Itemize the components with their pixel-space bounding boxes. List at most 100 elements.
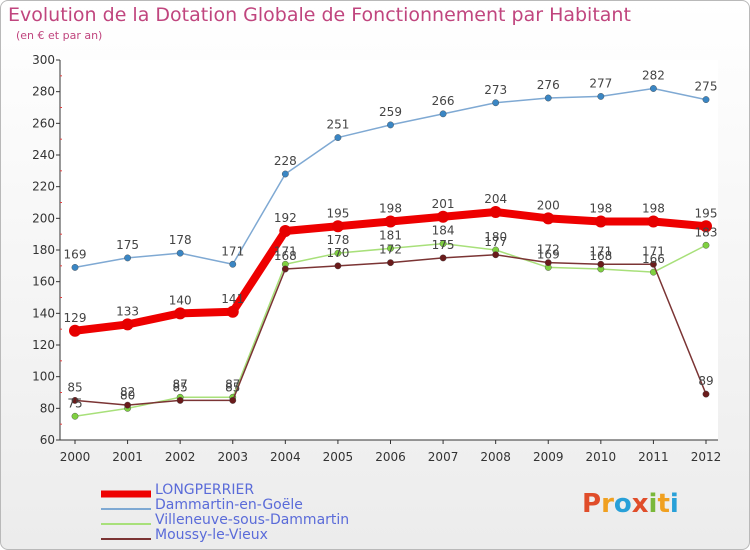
- data-label: 195: [326, 206, 349, 220]
- data-label: 168: [589, 249, 612, 263]
- data-point: [384, 215, 397, 228]
- data-label: 282: [642, 69, 665, 83]
- data-label: 141: [221, 292, 244, 306]
- data-point: [650, 260, 657, 268]
- y-tick-label: 160: [32, 275, 55, 289]
- legend-swatch-dammartin: [101, 508, 151, 510]
- x-tick-label: 2005: [323, 450, 354, 464]
- data-point: [334, 134, 342, 141]
- data-label: 175: [116, 238, 139, 252]
- logo-letter: i: [648, 489, 658, 519]
- data-point: [69, 324, 81, 337]
- data-point: [334, 262, 342, 270]
- data-label: 266: [432, 94, 455, 108]
- data-label: 198: [379, 202, 402, 216]
- y-tick-label: 220: [32, 180, 55, 194]
- data-point: [647, 215, 660, 228]
- data-label: 177: [484, 235, 507, 249]
- y-tick-label: 180: [32, 243, 55, 257]
- x-tick-label: 2007: [428, 450, 459, 464]
- data-point: [279, 225, 292, 237]
- data-point: [594, 215, 607, 228]
- y-tick-label: 280: [32, 85, 55, 99]
- logo-letter: o: [613, 489, 632, 519]
- data-label: 200: [537, 198, 560, 212]
- legend-swatch-villeneuve: [101, 523, 151, 525]
- data-point: [174, 307, 187, 320]
- data-label: 277: [589, 76, 612, 90]
- data-label: 169: [64, 247, 87, 261]
- data-label: 169: [537, 247, 560, 261]
- x-tick-label: 2008: [480, 450, 511, 464]
- data-point: [229, 260, 237, 268]
- data-label: 170: [326, 246, 349, 260]
- data-label: 183: [695, 225, 718, 239]
- data-point: [387, 121, 394, 129]
- data-point: [176, 397, 184, 404]
- data-label: 198: [589, 202, 612, 216]
- data-label: 175: [432, 238, 455, 252]
- y-tick-label: 300: [32, 53, 55, 67]
- data-label: 133: [116, 304, 139, 318]
- data-point: [437, 210, 450, 223]
- data-label: 276: [537, 78, 560, 92]
- data-label: 75: [67, 396, 82, 410]
- y-tick-label: 200: [32, 211, 55, 225]
- legend-label: Dammartin-en-Goële: [155, 497, 303, 513]
- data-point: [597, 93, 605, 100]
- data-point: [489, 206, 502, 218]
- data-point: [124, 254, 131, 262]
- data-point: [121, 318, 134, 331]
- data-label: 166: [642, 252, 665, 266]
- y-tick-label: 240: [32, 148, 55, 162]
- data-label: 228: [274, 154, 297, 168]
- data-label: 171: [274, 244, 297, 258]
- data-point: [331, 220, 344, 233]
- data-label: 129: [64, 311, 87, 325]
- y-tick-label: 60: [40, 433, 55, 447]
- data-label: 178: [169, 233, 192, 247]
- data-label: 172: [379, 243, 402, 257]
- data-point: [702, 241, 710, 249]
- data-label: 168: [274, 249, 297, 263]
- data-label: 85: [173, 380, 188, 394]
- data-label: 195: [695, 206, 718, 220]
- data-point: [281, 170, 289, 178]
- data-point: [71, 264, 79, 271]
- data-point: [439, 240, 447, 248]
- data-label: 192: [274, 211, 297, 225]
- data-point: [387, 245, 394, 252]
- data-point: [544, 94, 552, 102]
- x-tick-label: 2006: [375, 450, 406, 464]
- data-point: [71, 412, 79, 420]
- data-label: 82: [120, 385, 135, 399]
- data-point: [492, 251, 500, 259]
- legend-label: Villeneuve-sous-Dammartin: [155, 512, 350, 528]
- x-tick-label: 2009: [533, 450, 564, 464]
- data-label: 140: [169, 293, 192, 307]
- data-point: [544, 259, 552, 267]
- data-point: [281, 265, 289, 273]
- data-label: 178: [326, 233, 349, 247]
- legend-label: Moussy-le-Vieux: [155, 527, 268, 543]
- data-label: 171: [221, 244, 244, 258]
- x-tick-label: 2010: [586, 450, 617, 464]
- data-point: [334, 249, 342, 257]
- logo-letter: i: [669, 489, 679, 519]
- data-label: 198: [642, 202, 665, 216]
- data-point: [71, 397, 79, 404]
- data-label: 80: [120, 388, 135, 402]
- data-label: 204: [484, 192, 507, 206]
- y-tick-label: 120: [32, 338, 55, 352]
- data-point: [439, 110, 447, 118]
- data-label: 171: [589, 244, 612, 258]
- logo-letter: P: [582, 489, 602, 519]
- data-point: [702, 390, 710, 398]
- y-tick-label: 260: [32, 116, 55, 130]
- x-tick-label: 2012: [691, 450, 722, 464]
- logo-letter: r: [601, 489, 614, 519]
- x-tick-label: 2004: [270, 450, 301, 464]
- x-tick-label: 2001: [112, 450, 143, 464]
- data-point: [439, 254, 447, 262]
- data-label: 273: [484, 83, 507, 97]
